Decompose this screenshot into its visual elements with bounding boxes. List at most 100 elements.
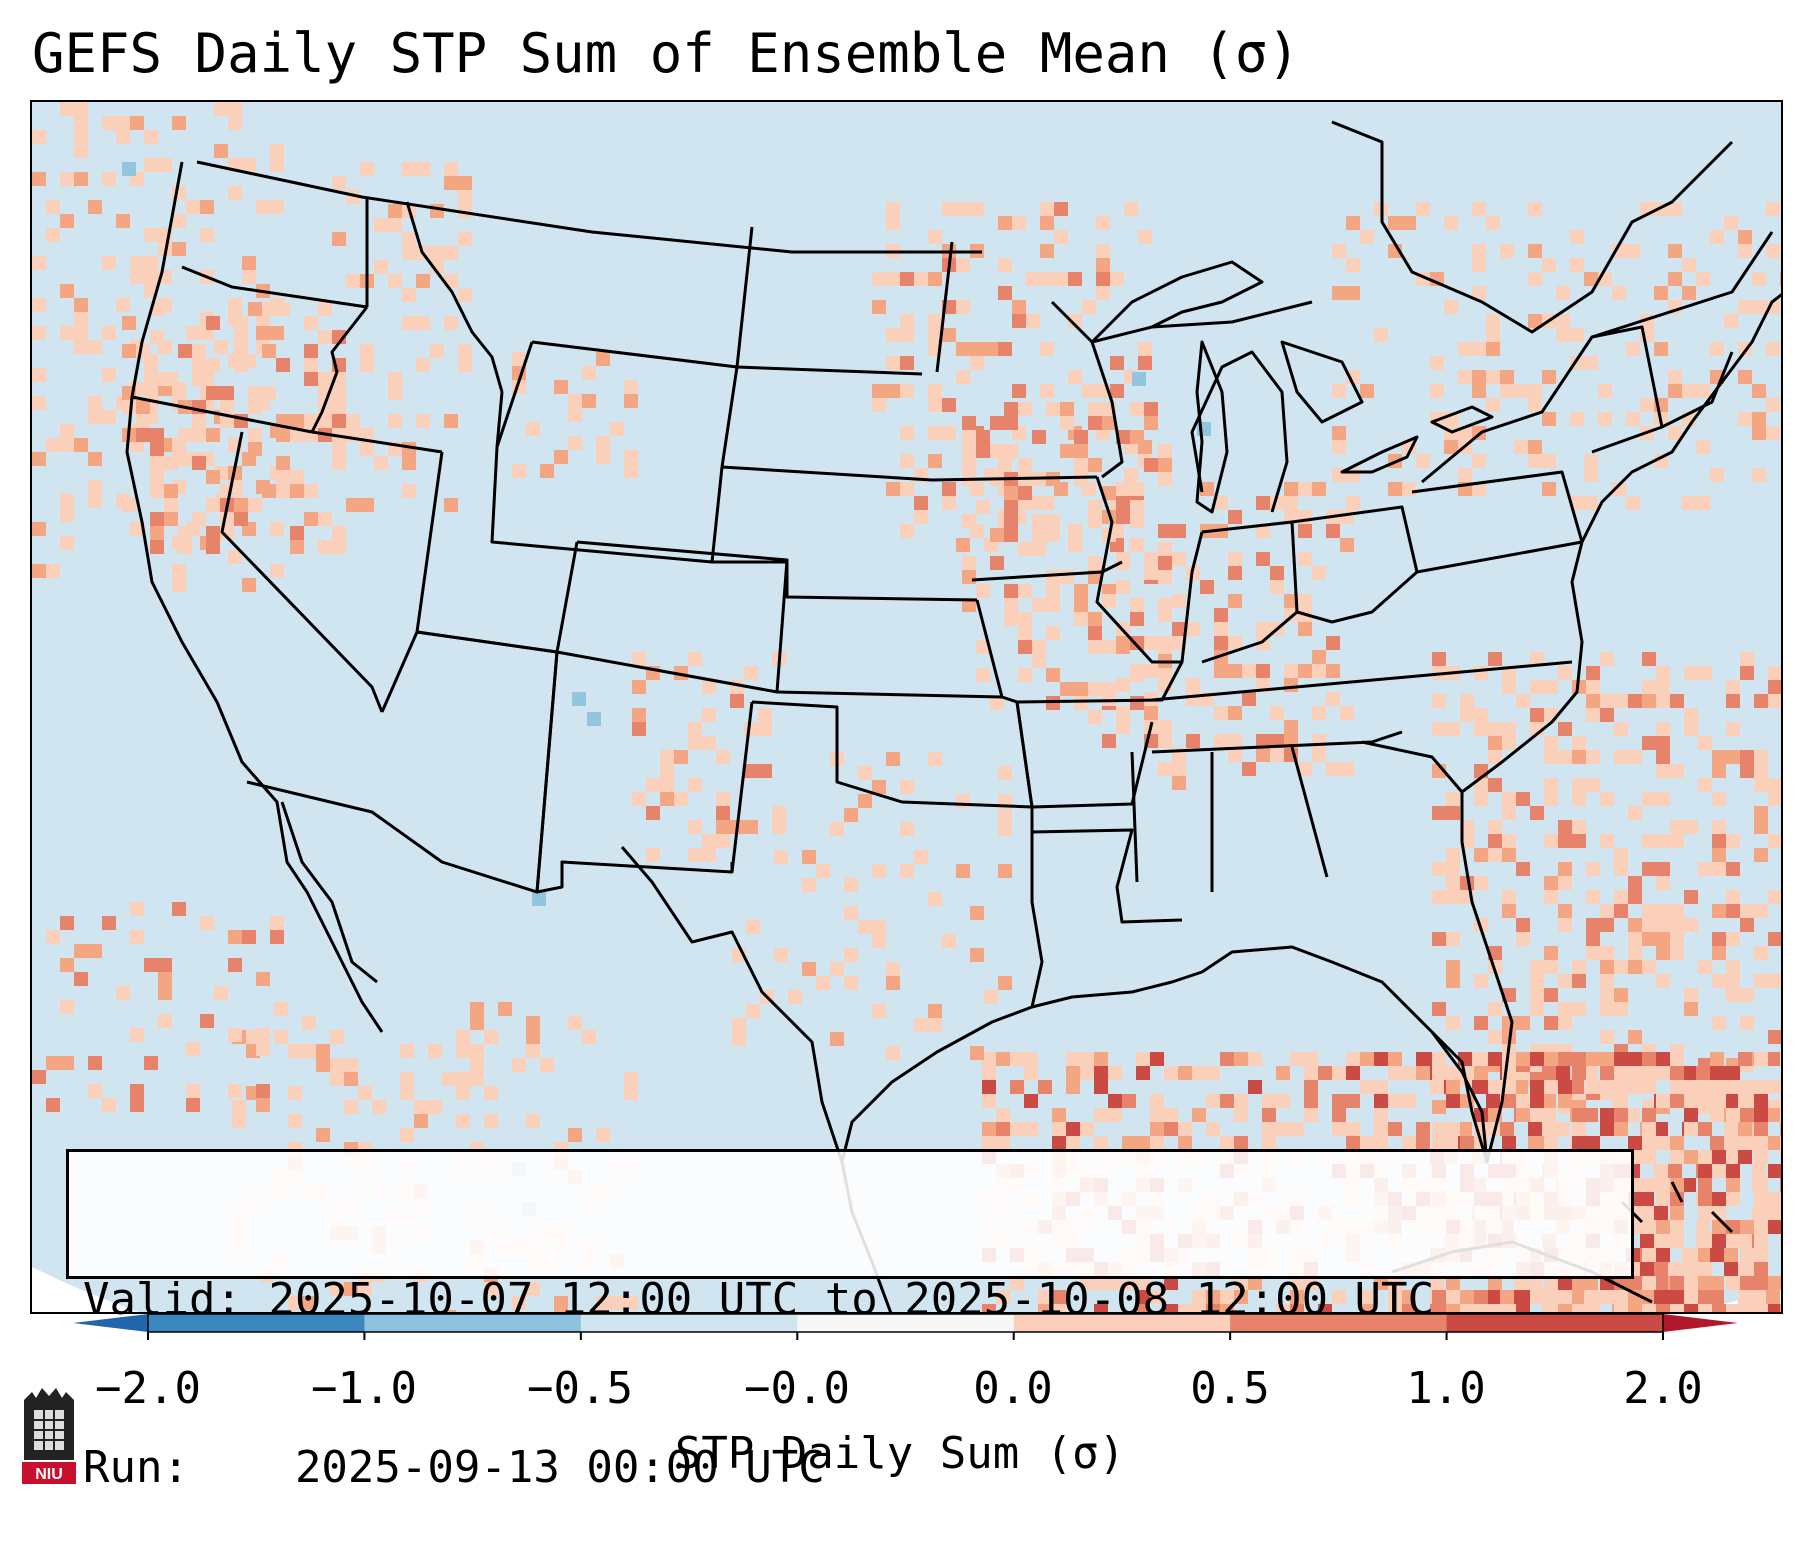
stp-cell	[164, 498, 178, 512]
stp-cell	[1670, 694, 1684, 708]
stp-cell	[1040, 244, 1054, 258]
stp-cell	[242, 158, 256, 172]
stp-cell	[1164, 1276, 1178, 1290]
stp-cell	[102, 116, 116, 130]
stp-cell	[1544, 988, 1558, 1002]
stp-cell	[1600, 1122, 1614, 1136]
stp-cell	[1642, 1066, 1656, 1080]
stp-cell	[732, 1032, 746, 1046]
stp-cell	[1558, 820, 1572, 834]
stp-cell	[1340, 762, 1354, 776]
stp-cell	[1220, 1052, 1234, 1066]
stp-cell	[1052, 1122, 1066, 1136]
stp-cell	[1262, 1122, 1276, 1136]
stp-cell	[1710, 230, 1724, 244]
stp-cell	[554, 1296, 568, 1310]
stp-cell	[1558, 974, 1572, 988]
stp-cell	[1556, 1066, 1570, 1080]
stp-cell	[1444, 216, 1458, 230]
stp-cell	[1312, 650, 1326, 664]
stp-cell	[372, 1100, 386, 1114]
stp-cell	[1586, 946, 1600, 960]
stp-cell	[172, 564, 186, 578]
stp-cell	[1684, 820, 1698, 834]
stp-cell	[60, 494, 74, 508]
stp-cell	[1670, 1234, 1684, 1248]
stp-cell	[1298, 622, 1312, 636]
stp-cell	[1446, 960, 1460, 974]
stp-cell	[758, 722, 772, 736]
stp-cell	[1782, 652, 1783, 666]
stp-cell	[1178, 1122, 1192, 1136]
stp-cell	[1122, 1094, 1136, 1108]
colorbar-bin	[1013, 1314, 1231, 1332]
projection-edge	[32, 1267, 140, 1312]
stp-cell	[1088, 402, 1102, 416]
stp-cell	[970, 906, 984, 920]
stp-cell	[1416, 1122, 1430, 1136]
stp-cell	[1712, 764, 1726, 778]
stp-cell	[1402, 1136, 1416, 1150]
stp-cell	[88, 200, 102, 214]
stp-cell	[484, 1030, 498, 1044]
stp-cell	[1724, 1262, 1738, 1276]
stp-cell	[1116, 678, 1130, 692]
stp-cell	[1544, 1052, 1558, 1066]
stp-cell	[442, 1072, 456, 1086]
stp-cell	[1752, 468, 1766, 482]
stp-cell	[1024, 1094, 1038, 1108]
stp-cell	[1670, 918, 1684, 932]
stp-cell	[136, 400, 150, 414]
stp-cell	[1312, 706, 1326, 720]
stp-cell	[1642, 862, 1656, 876]
stp-cell	[1614, 1122, 1628, 1136]
stp-cell	[1740, 1016, 1754, 1030]
stp-cell	[1150, 1122, 1164, 1136]
stp-cell	[1766, 1080, 1780, 1094]
stp-cell	[1284, 482, 1298, 496]
stp-cell	[1004, 500, 1018, 514]
stp-cell	[456, 1044, 470, 1058]
stp-cell	[970, 1046, 984, 1060]
stp-cell	[1116, 706, 1130, 720]
stp-cell	[1670, 1066, 1684, 1080]
stp-cell	[1138, 342, 1152, 356]
stp-cell	[1726, 1276, 1740, 1290]
stp-cell	[1074, 472, 1088, 486]
stp-cell	[444, 246, 458, 260]
stp-cell	[214, 144, 228, 158]
stp-cell	[1698, 862, 1712, 876]
stp-cell	[144, 228, 158, 242]
stp-cell	[568, 1310, 582, 1312]
stp-cell	[144, 130, 158, 144]
stp-cell	[1220, 1290, 1234, 1304]
stp-cell	[150, 372, 164, 386]
stp-cell	[1584, 356, 1598, 370]
stp-cell	[1130, 514, 1144, 528]
stp-cell	[1018, 612, 1032, 626]
stp-cell	[1082, 384, 1096, 398]
stp-cell	[996, 1052, 1010, 1066]
stp-cell	[116, 986, 130, 1000]
stp-cell	[228, 102, 242, 116]
stp-cell	[1102, 594, 1116, 608]
stp-cell	[758, 708, 772, 722]
stp-cell	[1060, 402, 1074, 416]
stp-cell	[1780, 1136, 1781, 1150]
stp-cell	[1458, 370, 1472, 384]
stp-cell	[1360, 1136, 1374, 1150]
stp-cell	[414, 1114, 428, 1128]
stp-cell	[1738, 300, 1752, 314]
stp-cell	[1432, 932, 1446, 946]
stp-cell	[172, 116, 186, 130]
stp-cell	[122, 162, 136, 176]
stp-cell	[1670, 1178, 1684, 1192]
stp-cell	[1668, 370, 1682, 384]
colorbar-bin	[1446, 1314, 1664, 1332]
stp-cell	[1586, 666, 1600, 680]
stp-cell	[976, 444, 990, 458]
stp-cell	[470, 1044, 484, 1058]
stp-cell	[702, 708, 716, 722]
stp-cell	[1628, 1276, 1642, 1290]
stp-cell	[1430, 1276, 1444, 1290]
